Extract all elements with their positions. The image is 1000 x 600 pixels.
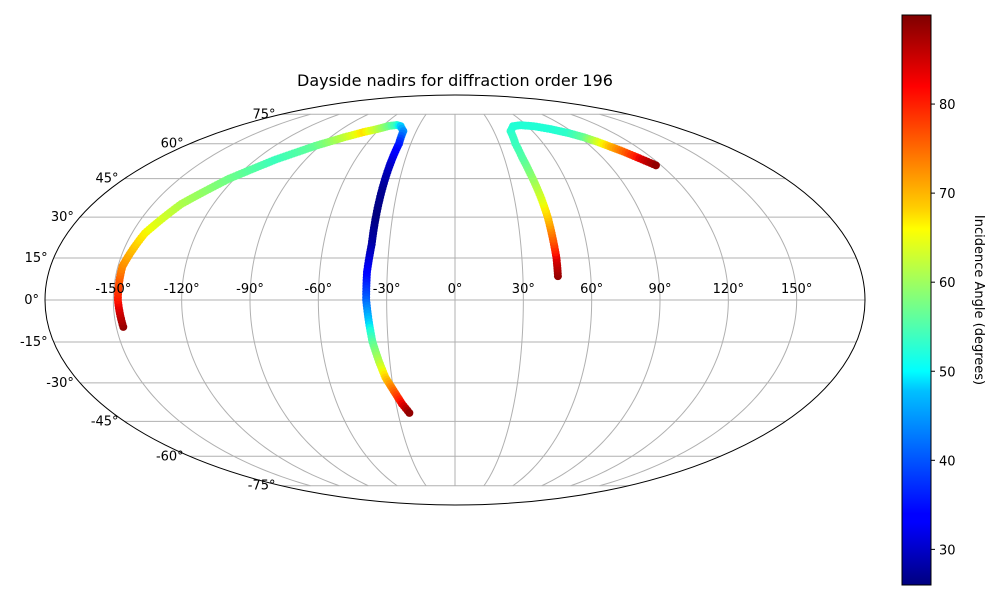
latitude-tick-label: 0° [24, 293, 39, 308]
colorbar: 30 40 50 60 70 80 Incidence Angle (degrees) [901, 14, 986, 586]
latitude-tick-labels: 75° 60° 45° 30° 15° 0° -15° -30° -45° -60° -75° [20, 107, 276, 493]
longitude-tick-labels: -150° -120° -90° -60° -30° 0° 30° 60° 90° 120° 150… [95, 282, 812, 297]
longitude-tick-label: 60° [580, 282, 603, 297]
map-outline [44, 94, 866, 506]
longitude-tick-label: -30° [373, 282, 401, 297]
latitude-tick-label: 15° [25, 251, 48, 266]
longitude-tick-label: 90° [648, 282, 671, 297]
colorbar-tick-label: 60 [939, 276, 956, 291]
latitude-tick-label: 60° [161, 137, 184, 152]
longitude-tick-label: 150° [781, 282, 812, 297]
colorbar-tick-label: 30 [939, 543, 956, 558]
longitude-tick-label: 120° [713, 282, 744, 297]
longitude-tick-label: 30° [512, 282, 535, 297]
latitude-tick-label: -15° [20, 335, 48, 350]
latitude-tick-label: -45° [91, 414, 119, 429]
colorbar-tick-label: 50 [939, 365, 956, 380]
latitude-tick-label: 45° [96, 172, 119, 187]
latitude-tick-label: 30° [51, 210, 74, 225]
chart-title: Dayside nadirs for diffraction order 196 [297, 71, 613, 90]
colorbar-tick-label: 70 [939, 187, 956, 202]
colorbar-ticks: 30 40 50 60 70 80 [931, 98, 956, 558]
latitude-tick-label: 75° [252, 107, 275, 122]
nadir-point [651, 161, 660, 170]
latitude-tick-label: -30° [46, 376, 74, 391]
longitude-tick-label: -90° [236, 282, 264, 297]
latitude-tick-label: -60° [156, 449, 184, 464]
longitude-tick-label: -120° [164, 282, 200, 297]
colorbar-tick-label: 80 [939, 98, 956, 113]
colorbar-gradient [901, 14, 932, 586]
colorbar-tick-label: 40 [939, 454, 956, 469]
nadir-point [405, 408, 414, 417]
latitude-tick-label: -75° [248, 479, 276, 494]
graticule [45, 113, 865, 487]
longitude-tick-label: -60° [304, 282, 332, 297]
longitude-tick-label: 0° [448, 282, 463, 297]
longitude-tick-label: -150° [95, 282, 131, 297]
colorbar-label: Incidence Angle (degrees) [971, 215, 986, 385]
track-points [113, 121, 660, 417]
